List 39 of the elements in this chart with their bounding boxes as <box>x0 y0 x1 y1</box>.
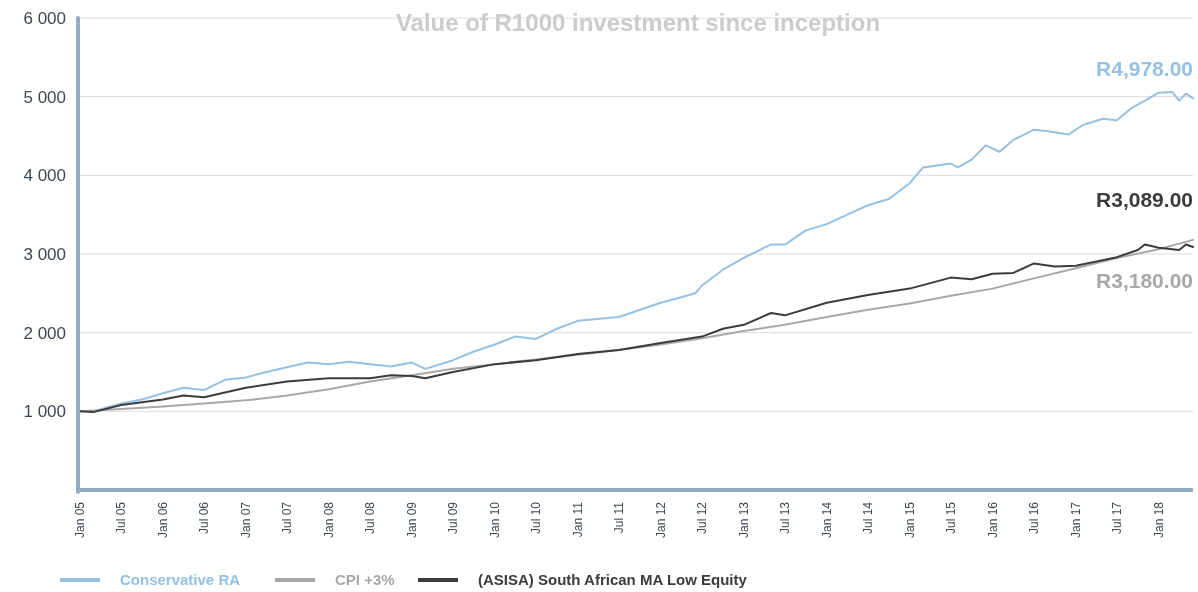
x-tick-label: Jul 05 <box>114 501 129 535</box>
x-tick-label: Jul 13 <box>778 501 793 535</box>
x-tick-label: Jan 15 <box>902 501 917 539</box>
x-tick-label: Jan 17 <box>1068 501 1083 539</box>
x-tick-label: Jan 10 <box>488 501 503 539</box>
y-tick-label: 6 000 <box>23 8 66 28</box>
legend-label: Conservative RA <box>120 571 241 589</box>
x-tick-label: Jul 08 <box>363 501 378 535</box>
x-tick-label: Jan 07 <box>239 501 254 539</box>
legend-label: CPI +3% <box>335 571 395 589</box>
x-tick-label: Jan 14 <box>819 501 834 539</box>
x-tick-label: Jul 17 <box>1110 501 1125 535</box>
x-tick-label: Jan 12 <box>653 501 668 539</box>
x-tick-label: Jul 15 <box>944 501 959 535</box>
x-tick-label: Jan 18 <box>1151 501 1166 539</box>
x-tick-label: Jan 16 <box>985 501 1000 539</box>
x-tick-label: Jul 07 <box>280 501 295 535</box>
x-tick-label: Jan 08 <box>321 501 336 539</box>
y-tick-label: 2 000 <box>23 323 66 343</box>
x-tick-label: Jan 13 <box>737 501 752 539</box>
x-tick-label: Jul 16 <box>1027 501 1042 535</box>
x-tick-label: Jul 06 <box>197 501 212 535</box>
y-tick-label: 1 000 <box>23 402 66 422</box>
x-tick-label: Jan 11 <box>570 501 585 538</box>
x-tick-label: Jan 06 <box>156 501 171 539</box>
annotation: R3,089.00 <box>1096 188 1193 211</box>
legend-label: (ASISA) South African MA Low Equity <box>478 571 748 589</box>
y-tick-label: 5 000 <box>23 87 66 107</box>
x-tick-label: Jan 09 <box>405 501 420 539</box>
x-tick-label: Jul 09 <box>446 501 461 535</box>
y-tick-label: 3 000 <box>23 244 66 264</box>
annotation: R4,978.00 <box>1096 57 1193 81</box>
y-tick-label: 4 000 <box>23 166 66 186</box>
x-tick-label: Jul 10 <box>529 501 544 535</box>
x-tick-label: Jan 05 <box>73 501 88 539</box>
x-tick-label: Jul 14 <box>861 501 876 535</box>
x-tick-label: Jul 12 <box>695 501 710 535</box>
x-tick-label: Jul 11 <box>612 501 627 534</box>
annotation: R3,180.00 <box>1096 268 1193 292</box>
